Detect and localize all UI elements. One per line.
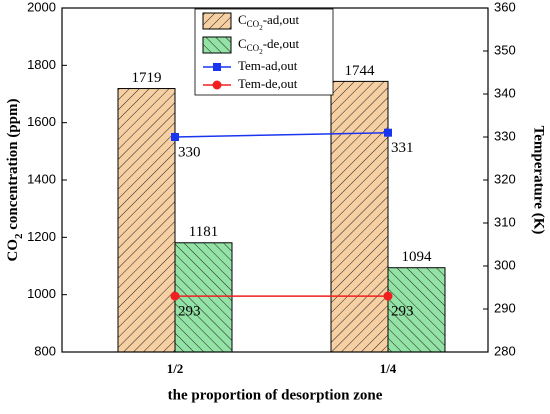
y-tick-label: 1800: [27, 57, 56, 72]
y2-tick-label: 360: [494, 0, 516, 14]
y2-tick-label: 310: [494, 214, 516, 229]
y-tick-label: 1600: [27, 114, 56, 129]
y-axis-label: CO2 concentration (ppm): [5, 99, 24, 262]
legend-label: CCO2-de,out: [238, 36, 300, 56]
marker: [170, 291, 180, 301]
plot: [117, 80, 446, 353]
marker: [383, 291, 393, 301]
y2-axis-label: Temperature (K): [531, 126, 547, 235]
y2-tick-label: 340: [494, 85, 516, 100]
data-label: 1744: [345, 63, 376, 79]
data-label: 331: [391, 140, 414, 156]
y2-tick-label: 330: [494, 128, 516, 143]
y-tick-label: 1200: [27, 229, 56, 244]
y2-tick-label: 320: [494, 171, 516, 186]
data-label: 1094: [402, 249, 433, 265]
data-label: 293: [178, 304, 201, 320]
x-axis-label: the proportion of desorption zone: [168, 387, 383, 403]
x-tick-label: 1/4: [380, 361, 397, 376]
y2-tick-label: 280: [494, 343, 516, 358]
data-label: 293: [391, 304, 414, 320]
marker: [171, 133, 179, 141]
data-label: 1181: [189, 224, 218, 240]
marker: [384, 128, 392, 137]
marker: [212, 80, 222, 90]
y-tick-label: 1400: [27, 171, 56, 186]
bar: [117, 88, 176, 353]
y-tick-label: 2000: [27, 0, 56, 14]
x-tick-label: 1/2: [167, 361, 184, 376]
legend-label: CCO2-ad,out: [238, 12, 300, 32]
data-label: 330: [178, 144, 201, 160]
y2-tick-label: 300: [494, 257, 516, 272]
legend-swatch: [202, 12, 232, 30]
legend-swatch: [202, 36, 232, 54]
y-tick-label: 800: [34, 343, 56, 358]
legend-label: Tem-ad,out: [238, 58, 298, 73]
bar: [387, 267, 446, 353]
y2-tick-label: 350: [494, 42, 516, 57]
y-tick-label: 1000: [27, 286, 56, 301]
marker: [213, 63, 221, 71]
bar: [330, 80, 389, 353]
bar: [174, 242, 233, 353]
y2-tick-label: 290: [494, 300, 516, 315]
legend-label: Tem-de,out: [238, 76, 298, 91]
line: [174, 131, 389, 138]
data-label: 1719: [132, 70, 162, 86]
